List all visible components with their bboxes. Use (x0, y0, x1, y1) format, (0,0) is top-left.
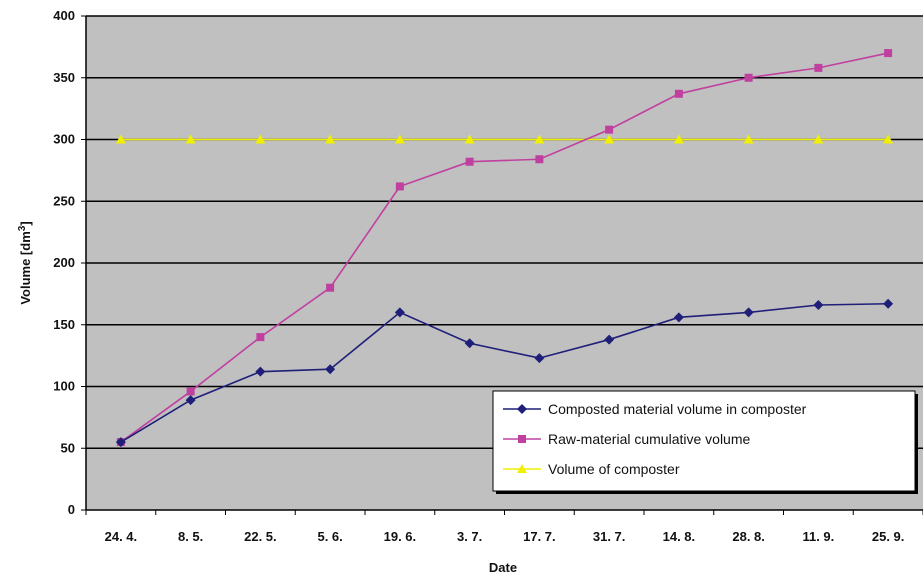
y-tick-label: 100 (53, 379, 75, 394)
data-point (534, 353, 545, 364)
data-point (605, 125, 614, 134)
y-axis-title-superscript: 3 (17, 225, 28, 231)
legend-label: Raw-material cumulative volume (548, 431, 751, 447)
x-tick-label: 19. 6. (384, 529, 417, 544)
data-point (517, 404, 527, 414)
x-tick-label: 8. 5. (178, 529, 203, 544)
data-point (186, 387, 195, 396)
legend-label: Composted material volume in composter (548, 401, 807, 417)
data-point (115, 437, 126, 448)
legend-item: Composted material volume in composter (503, 401, 807, 417)
data-point (743, 134, 754, 144)
y-tick-label: 400 (53, 8, 75, 23)
data-point (256, 333, 265, 342)
data-point (115, 134, 126, 144)
data-point (884, 49, 893, 58)
data-point (394, 307, 405, 318)
data-point (465, 157, 474, 166)
x-axis-title: Date (489, 560, 517, 575)
legend: Composted material volume in composter Ra… (492, 390, 918, 494)
axes (85, 16, 923, 515)
series-2 (115, 134, 894, 144)
x-tick-label: 24. 4. (105, 529, 138, 544)
data-point (673, 312, 684, 323)
data-point (517, 464, 527, 473)
x-tick-label: 25. 9. (872, 529, 905, 544)
data-point (813, 299, 824, 310)
data-point (883, 134, 894, 144)
data-point (534, 134, 545, 144)
y-axis-tick-labels: 0 50 100 150 200 250 300 350 400 (53, 8, 75, 517)
data-point (325, 364, 336, 375)
y-axis-title: Volume [dm3] (17, 221, 33, 304)
x-tick-label: 14. 8. (663, 529, 696, 544)
data-point (394, 134, 405, 144)
data-point (518, 435, 526, 443)
x-tick-label: 31. 7. (593, 529, 626, 544)
data-point (883, 298, 894, 309)
y-axis-title-main: Volume [dm (18, 231, 33, 304)
data-point (464, 338, 475, 349)
data-point (255, 366, 266, 377)
data-point (743, 307, 754, 318)
data-point (535, 155, 544, 164)
data-point (185, 395, 196, 406)
y-tick-label: 0 (68, 502, 75, 517)
data-point (604, 334, 615, 345)
x-axis-tick-labels: 24. 4. 8. 5. 22. 5. 5. 6. 19. 6. 3. 7. 17. 7. 3… (105, 529, 905, 544)
y-tick-label: 200 (53, 255, 75, 270)
legend-box (492, 390, 916, 492)
series-0 (115, 298, 894, 448)
series-line (120, 52, 889, 443)
data-point (814, 63, 823, 72)
data-point (673, 134, 684, 144)
data-point (395, 182, 404, 191)
x-tick-label: 11. 9. (802, 529, 834, 544)
y-tick-label: 350 (53, 70, 75, 85)
x-tick-label: 28. 8. (732, 529, 765, 544)
y-tick-label: 250 (53, 193, 75, 208)
x-tick-label: 17. 7. (523, 529, 556, 544)
x-tick-label: 3. 7. (457, 529, 482, 544)
data-point (325, 134, 336, 144)
data-point (326, 283, 335, 292)
y-axis-title-suffix: ] (18, 221, 33, 225)
legend-item: Raw-material cumulative volume (503, 431, 751, 447)
data-series (115, 49, 894, 448)
data-point (604, 134, 615, 144)
data-point (255, 134, 266, 144)
legend-item: Volume of composter (503, 461, 680, 477)
data-point (464, 134, 475, 144)
legend-label: Volume of composter (548, 461, 680, 477)
data-point (185, 134, 196, 144)
y-tick-label: 150 (53, 317, 75, 332)
y-tick-label: 50 (61, 440, 75, 455)
data-point (674, 89, 683, 98)
data-point (744, 73, 753, 82)
data-point (813, 134, 824, 144)
series-line (120, 302, 889, 443)
y-tick-label: 300 (53, 132, 75, 147)
x-tick-label: 5. 6. (317, 529, 342, 544)
x-tick-label: 22. 5. (244, 529, 277, 544)
